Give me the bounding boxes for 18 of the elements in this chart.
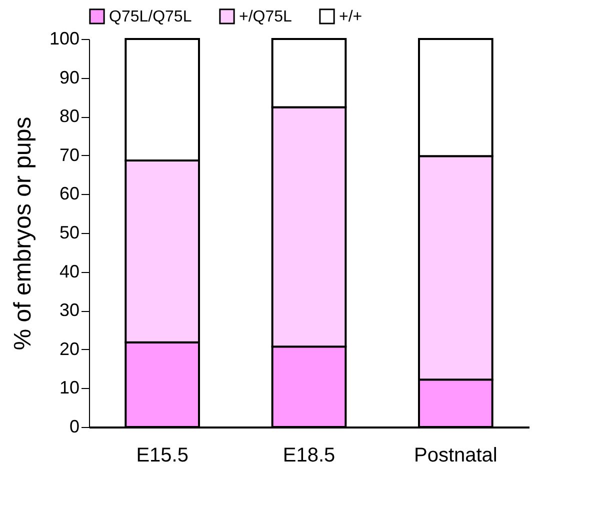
y-tick-label: 20	[59, 338, 80, 359]
legend-label: +/+	[339, 8, 362, 26]
x-tick-label: E18.5	[282, 444, 336, 466]
y-tick-label: 100	[49, 28, 80, 48]
y-tick-label: 40	[59, 261, 80, 282]
legend-label: Q75L/Q75L	[109, 8, 192, 26]
legend-label: +/Q75L	[239, 8, 292, 26]
y-tick-label: 0	[69, 416, 80, 436]
x-tick-label: Postnatal	[414, 444, 498, 466]
y-tick-label: 90	[59, 67, 80, 88]
x-tick-label: E15.5	[136, 444, 188, 466]
y-axis-title: % of embryos or pups	[9, 116, 36, 350]
y-tick-label: 10	[59, 378, 80, 398]
y-tick-label: 50	[59, 222, 80, 242]
y-tick-label: 30	[59, 300, 80, 320]
y-tick-label: 60	[59, 184, 80, 204]
y-tick-label: 80	[59, 106, 80, 126]
y-tick-label: 70	[59, 144, 80, 165]
